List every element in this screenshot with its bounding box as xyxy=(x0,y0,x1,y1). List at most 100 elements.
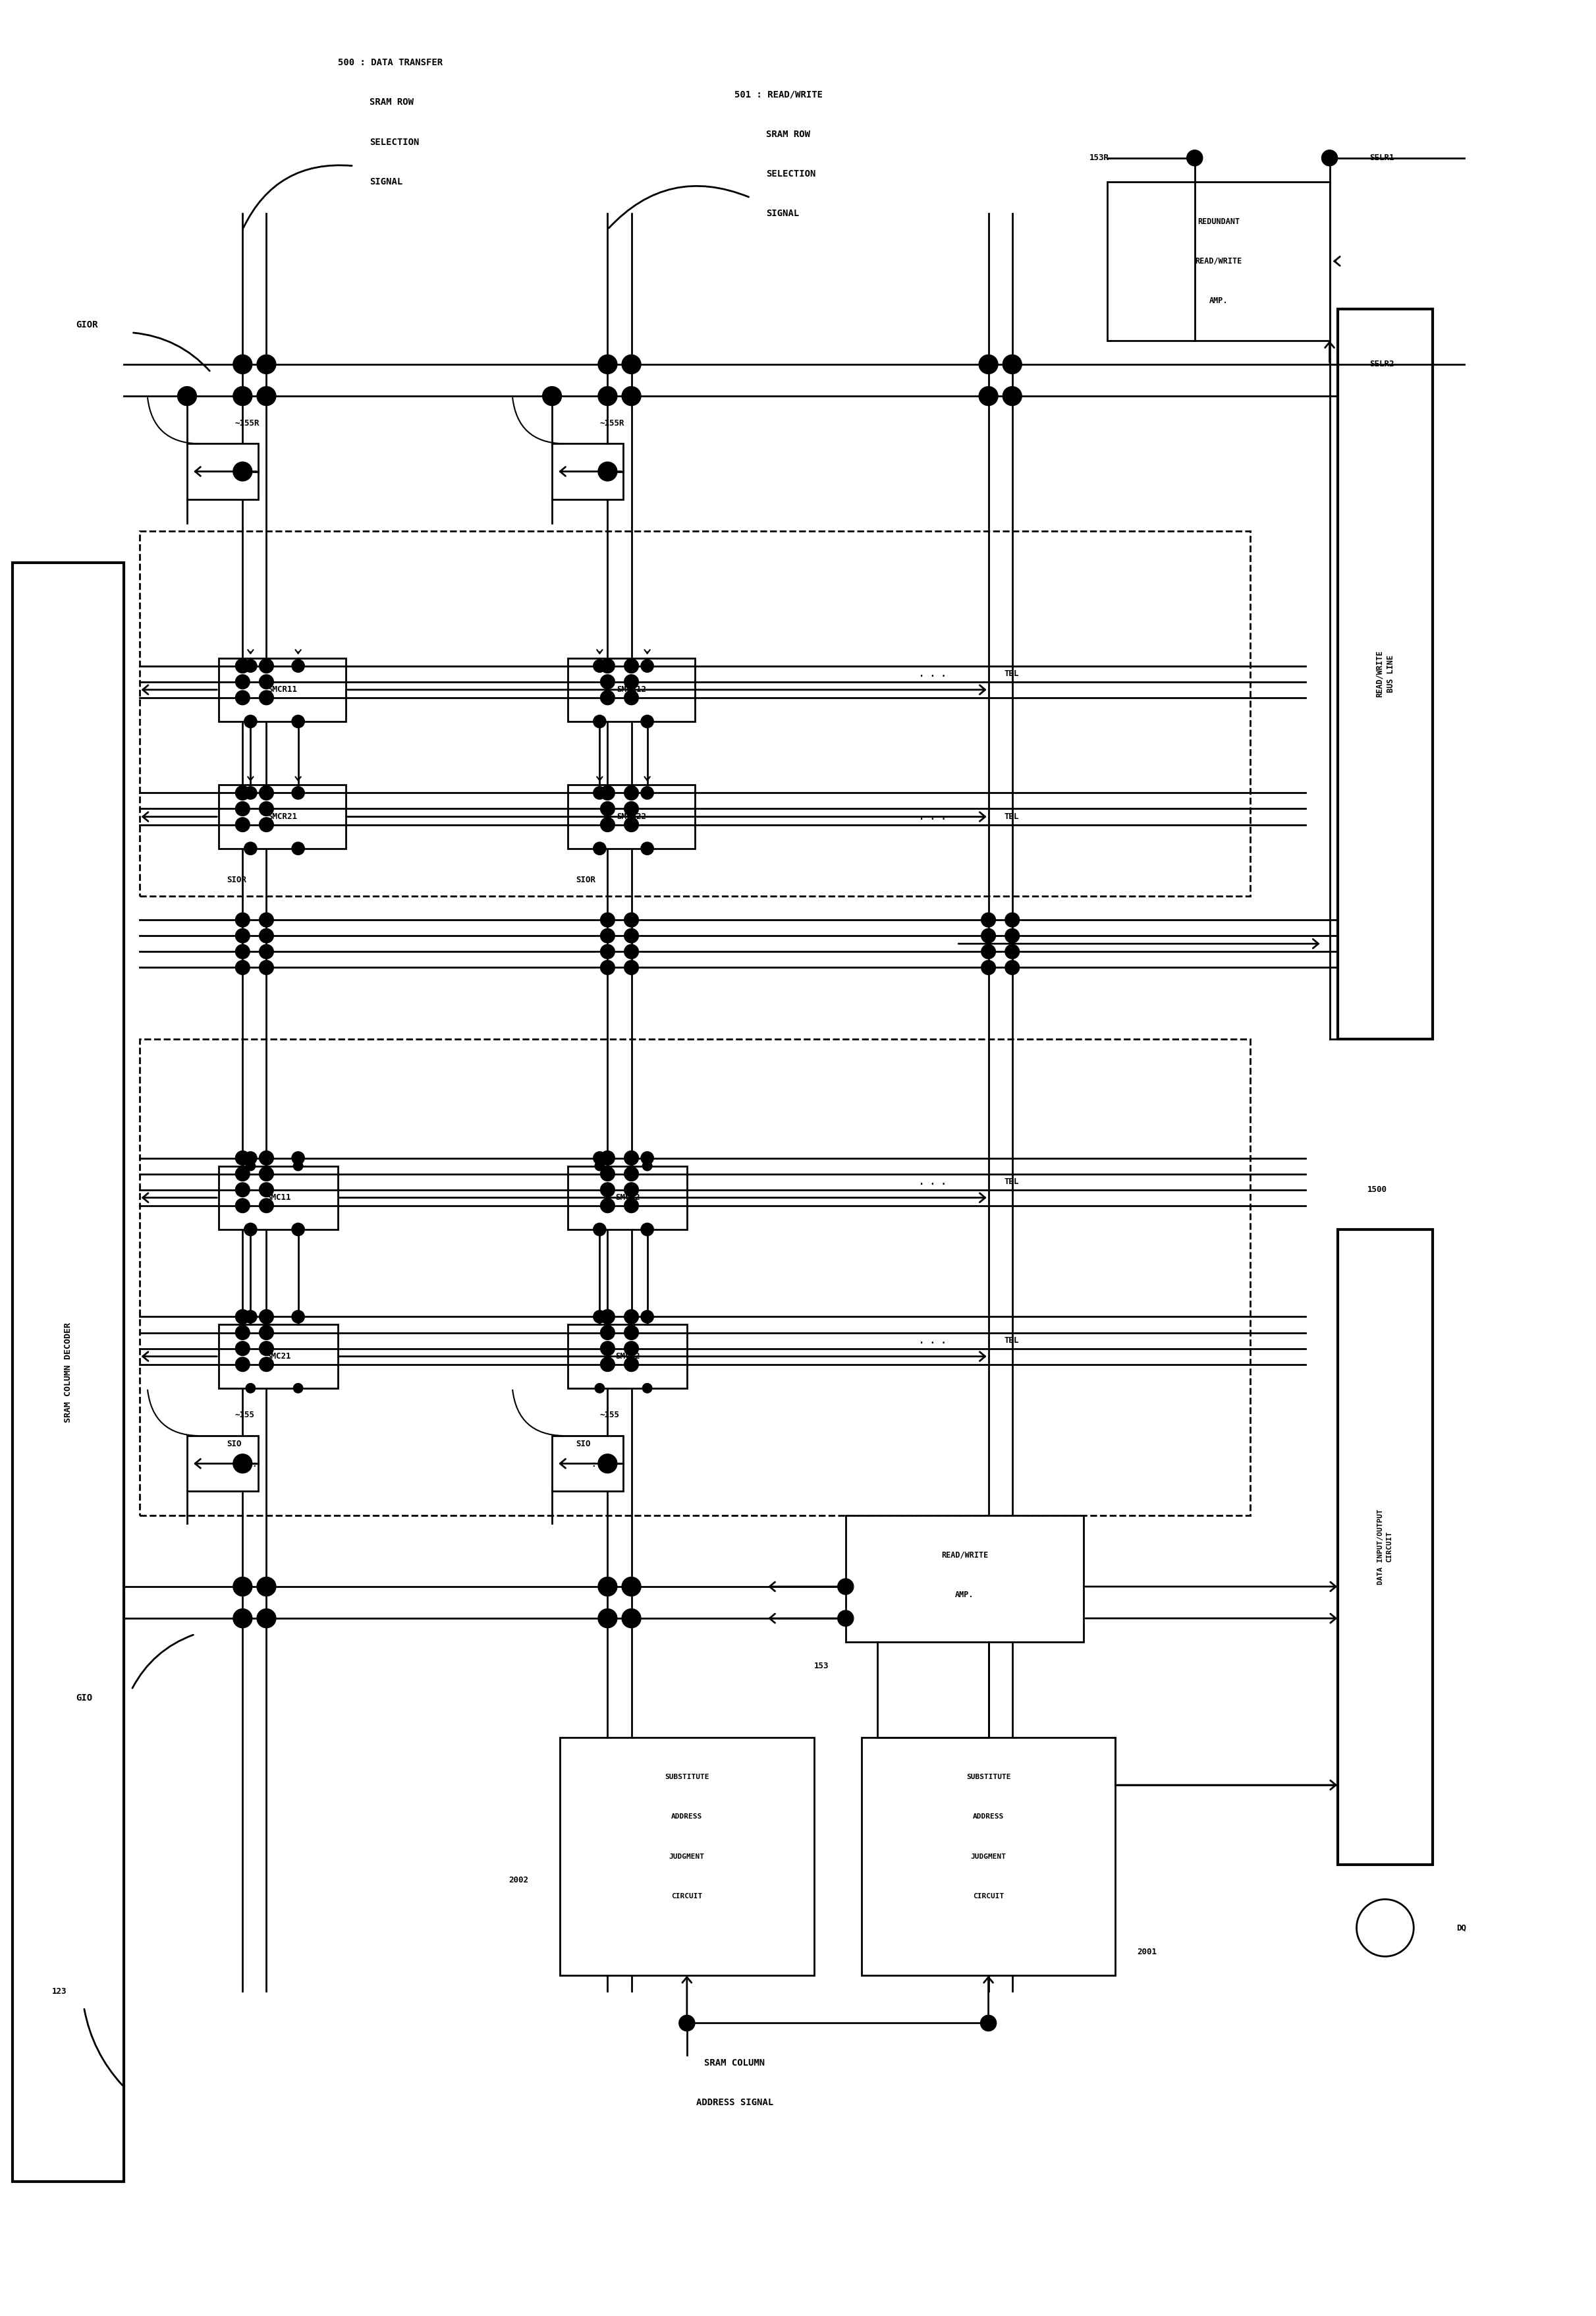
Bar xyxy=(1108,181,1329,340)
Bar xyxy=(1337,1230,1433,1864)
Circle shape xyxy=(624,1183,638,1197)
Circle shape xyxy=(678,2015,694,2031)
Text: SELECTION: SELECTION xyxy=(370,137,420,146)
Circle shape xyxy=(598,1577,618,1596)
Text: ~155: ~155 xyxy=(600,1410,619,1420)
Circle shape xyxy=(594,787,606,799)
Text: ADDRESS: ADDRESS xyxy=(672,1813,702,1820)
Bar xyxy=(846,1515,1084,1642)
Circle shape xyxy=(292,843,305,855)
Bar xyxy=(1337,308,1433,1040)
Circle shape xyxy=(600,1151,614,1165)
Text: 2001: 2001 xyxy=(1138,1948,1157,1957)
Circle shape xyxy=(236,945,249,959)
Text: SMC12: SMC12 xyxy=(614,1193,640,1202)
Text: . . .: . . . xyxy=(919,813,946,822)
Circle shape xyxy=(236,1357,249,1371)
Text: SRAM ROW: SRAM ROW xyxy=(370,97,413,107)
Bar xyxy=(560,1737,814,1976)
Circle shape xyxy=(642,787,654,799)
Circle shape xyxy=(236,929,249,943)
Bar xyxy=(139,1040,1250,1515)
Circle shape xyxy=(624,913,638,926)
Circle shape xyxy=(244,843,257,855)
Circle shape xyxy=(259,1357,273,1371)
Circle shape xyxy=(624,1325,638,1339)
Circle shape xyxy=(598,354,618,373)
Circle shape xyxy=(598,461,618,482)
Circle shape xyxy=(259,1309,273,1325)
Text: ~155R: ~155R xyxy=(235,419,260,428)
Circle shape xyxy=(595,1160,605,1170)
Circle shape xyxy=(292,787,305,799)
Text: SIOR: SIOR xyxy=(576,875,595,885)
Text: : :: : : xyxy=(592,1459,606,1468)
Circle shape xyxy=(598,387,618,405)
Circle shape xyxy=(259,1341,273,1355)
Text: SELR2: SELR2 xyxy=(1369,359,1393,368)
Circle shape xyxy=(600,1167,614,1181)
Text: SRAM COLUMN DECODER: SRAM COLUMN DECODER xyxy=(64,1322,72,1422)
Circle shape xyxy=(236,1197,249,1214)
Circle shape xyxy=(246,1160,255,1170)
Circle shape xyxy=(259,913,273,926)
Circle shape xyxy=(257,1577,276,1596)
Circle shape xyxy=(594,1223,606,1237)
Circle shape xyxy=(624,658,638,674)
Text: SIGNAL: SIGNAL xyxy=(370,176,402,185)
Circle shape xyxy=(246,1383,255,1392)
Text: : :: : : xyxy=(243,1459,257,1468)
Bar xyxy=(568,658,694,723)
Circle shape xyxy=(978,387,998,405)
Circle shape xyxy=(624,929,638,943)
Text: 500 : DATA TRANSFER: 500 : DATA TRANSFER xyxy=(338,58,442,67)
Circle shape xyxy=(236,818,249,831)
Circle shape xyxy=(982,929,996,943)
Text: SRAM ROW: SRAM ROW xyxy=(766,130,811,139)
Circle shape xyxy=(1005,929,1020,943)
Circle shape xyxy=(259,1183,273,1197)
Text: SUBSTITUTE: SUBSTITUTE xyxy=(966,1774,1010,1781)
Circle shape xyxy=(600,1183,614,1197)
Text: TBL: TBL xyxy=(1004,669,1020,679)
Text: 501 : READ/WRITE: 501 : READ/WRITE xyxy=(734,90,824,100)
Circle shape xyxy=(259,785,273,799)
Circle shape xyxy=(598,1454,618,1473)
Circle shape xyxy=(236,785,249,799)
Circle shape xyxy=(244,1311,257,1322)
Circle shape xyxy=(244,1151,257,1165)
Bar xyxy=(568,785,694,848)
Text: SMCR22: SMCR22 xyxy=(616,813,646,820)
Text: . . .: . . . xyxy=(919,1336,946,1346)
Circle shape xyxy=(600,690,614,704)
Bar xyxy=(187,1436,259,1492)
Text: GIOR: GIOR xyxy=(77,320,97,329)
Text: DQ: DQ xyxy=(1457,1925,1467,1932)
Circle shape xyxy=(259,961,273,975)
Circle shape xyxy=(624,818,638,831)
Circle shape xyxy=(643,1160,653,1170)
Text: SMCR12: SMCR12 xyxy=(616,686,646,695)
Circle shape xyxy=(600,658,614,674)
Circle shape xyxy=(236,1309,249,1325)
Circle shape xyxy=(1005,945,1020,959)
Bar xyxy=(187,445,259,500)
Circle shape xyxy=(294,1160,303,1170)
Circle shape xyxy=(259,818,273,831)
Text: SIO: SIO xyxy=(576,1441,591,1448)
Circle shape xyxy=(236,1151,249,1165)
Circle shape xyxy=(236,690,249,704)
Text: SMC21: SMC21 xyxy=(267,1353,290,1362)
Circle shape xyxy=(259,674,273,688)
Circle shape xyxy=(600,929,614,943)
Circle shape xyxy=(236,801,249,815)
Text: TBL: TBL xyxy=(1004,1336,1020,1346)
Circle shape xyxy=(233,1577,252,1596)
Text: JUDGMENT: JUDGMENT xyxy=(970,1853,1005,1860)
Text: 2002: 2002 xyxy=(509,1876,528,1885)
Text: AMP.: AMP. xyxy=(956,1591,974,1598)
Circle shape xyxy=(233,1454,252,1473)
Circle shape xyxy=(624,1309,638,1325)
Circle shape xyxy=(600,1357,614,1371)
Circle shape xyxy=(292,1151,305,1165)
